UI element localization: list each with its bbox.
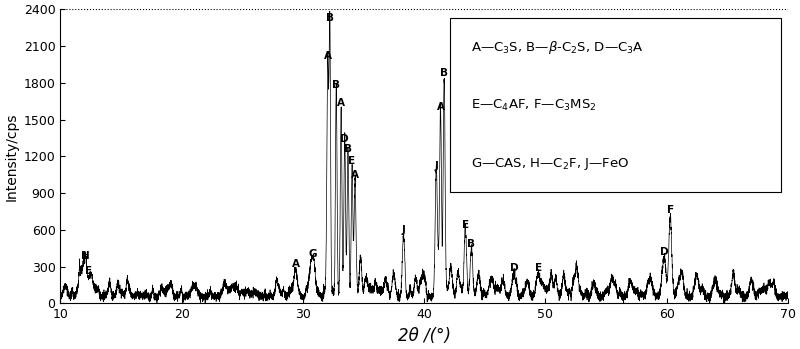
Text: A: A bbox=[324, 51, 332, 61]
Text: E—C$_4$AF, F—C$_3$MS$_2$: E—C$_4$AF, F—C$_3$MS$_2$ bbox=[471, 97, 597, 112]
Text: H: H bbox=[81, 251, 90, 260]
Text: E: E bbox=[86, 266, 93, 276]
Text: B: B bbox=[332, 80, 340, 90]
Text: J: J bbox=[434, 161, 438, 171]
Text: D: D bbox=[510, 263, 518, 273]
Text: E: E bbox=[462, 220, 469, 230]
Y-axis label: Intensity/cps: Intensity/cps bbox=[4, 112, 18, 201]
Text: A: A bbox=[337, 98, 345, 109]
Text: E: E bbox=[534, 263, 542, 273]
Text: A: A bbox=[292, 259, 300, 269]
Text: D: D bbox=[341, 134, 349, 144]
Text: B: B bbox=[326, 13, 334, 23]
Text: A: A bbox=[437, 102, 445, 112]
X-axis label: 2θ /(°): 2θ /(°) bbox=[398, 327, 450, 345]
Text: B: B bbox=[440, 68, 448, 78]
Text: B: B bbox=[344, 144, 352, 154]
Text: E: E bbox=[349, 156, 355, 166]
Text: G—CAS, H—C$_2$F, J—FeO: G—CAS, H—C$_2$F, J—FeO bbox=[471, 156, 630, 172]
Text: D: D bbox=[660, 247, 669, 257]
Text: A: A bbox=[351, 170, 359, 180]
Text: G: G bbox=[308, 249, 317, 259]
Text: J: J bbox=[402, 225, 406, 235]
Text: B: B bbox=[467, 239, 475, 250]
Bar bbox=[450, 18, 781, 192]
Text: A—C$_3$S, B—$\beta$-C$_2$S, D—C$_3$A: A—C$_3$S, B—$\beta$-C$_2$S, D—C$_3$A bbox=[471, 39, 644, 55]
Text: F: F bbox=[666, 205, 674, 215]
